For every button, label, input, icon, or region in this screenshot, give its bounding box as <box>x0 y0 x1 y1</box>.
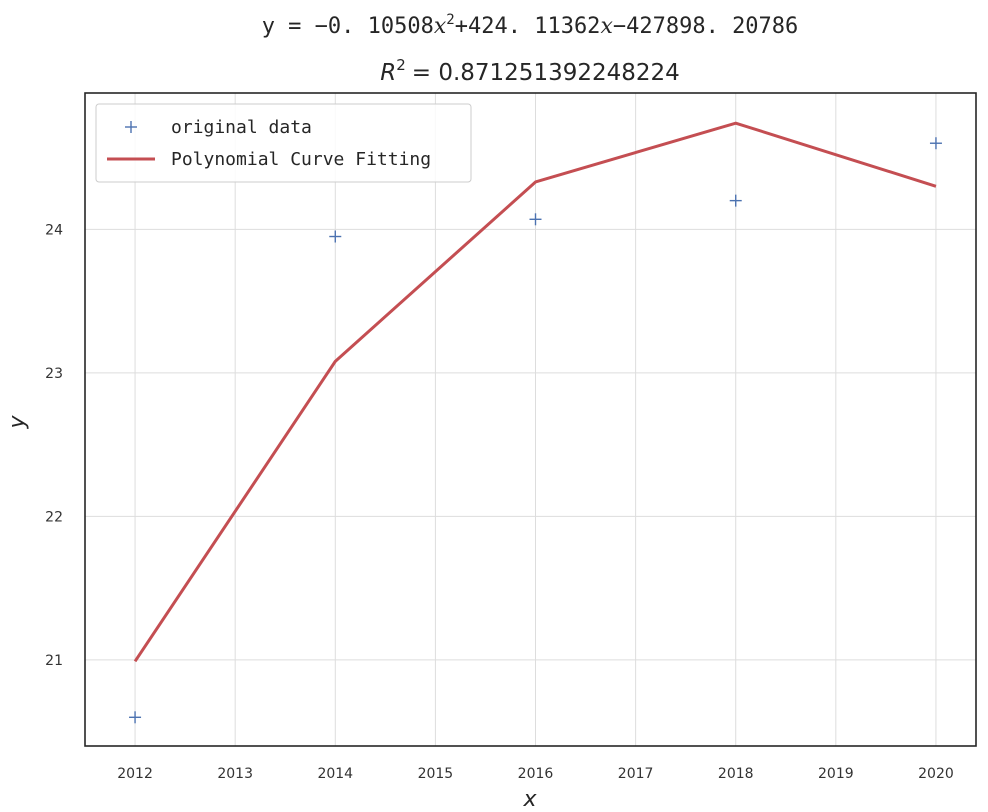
equation-prefix: y = −0. 10508 <box>262 14 434 39</box>
equation-suffix: −427898. 20786 <box>613 14 798 39</box>
grid <box>85 93 976 746</box>
x-tick-label: 2019 <box>818 766 854 782</box>
r2-value: = 0.871251392248224 <box>412 60 680 86</box>
legend: original data Polynomial Curve Fitting <box>95 103 472 183</box>
equation-var-x: x <box>434 14 447 39</box>
legend-label-original-data: original data <box>171 117 312 138</box>
legend-label-fit-curve: Polynomial Curve Fitting <box>171 149 431 170</box>
x-axis-label: x <box>522 787 537 812</box>
data-point <box>929 137 942 150</box>
data-points-layer <box>129 137 942 724</box>
legend-marker-original-data <box>125 121 137 133</box>
y-tick-label: 22 <box>45 509 63 525</box>
x-tick-label: 2013 <box>217 766 253 782</box>
x-tick-label: 2020 <box>918 766 954 782</box>
x-tick-label: 2015 <box>418 766 454 782</box>
fit-curve-layer <box>133 121 937 663</box>
y-tick-label: 21 <box>45 653 63 669</box>
legend-box <box>95 103 472 183</box>
y-tick-labels: 21 22 23 24 <box>45 222 63 669</box>
x-tick-label: 2017 <box>618 766 654 782</box>
data-point <box>729 194 742 207</box>
data-point <box>129 711 142 724</box>
chart-title-equation: y = −0. 10508x2+424. 11362x−427898. 2078… <box>262 12 799 39</box>
x-tick-label: 2018 <box>718 766 754 782</box>
r2-exponent: 2 <box>396 56 406 74</box>
equation-var-x2: x <box>600 14 613 39</box>
fit-curve-line <box>133 121 937 663</box>
r2-symbol: R <box>380 60 396 86</box>
chart-title-r2: R2 = 0.871251392248224 <box>380 56 680 86</box>
plot-frame <box>84 92 977 747</box>
equation-mid: +424. 11362 <box>455 14 601 39</box>
x-tick-label: 2014 <box>317 766 353 782</box>
y-axis-label: y <box>5 415 30 430</box>
data-point <box>329 230 342 243</box>
equation-exponent: 2 <box>446 12 454 28</box>
y-tick-label: 24 <box>45 222 63 238</box>
x-tick-label: 2012 <box>117 766 153 782</box>
data-point <box>529 213 542 226</box>
x-tick-labels: 2012 2013 2014 2015 2016 2017 2018 2019 2020 <box>117 766 954 782</box>
x-tick-label: 2016 <box>518 766 554 782</box>
y-tick-label: 23 <box>45 366 63 382</box>
